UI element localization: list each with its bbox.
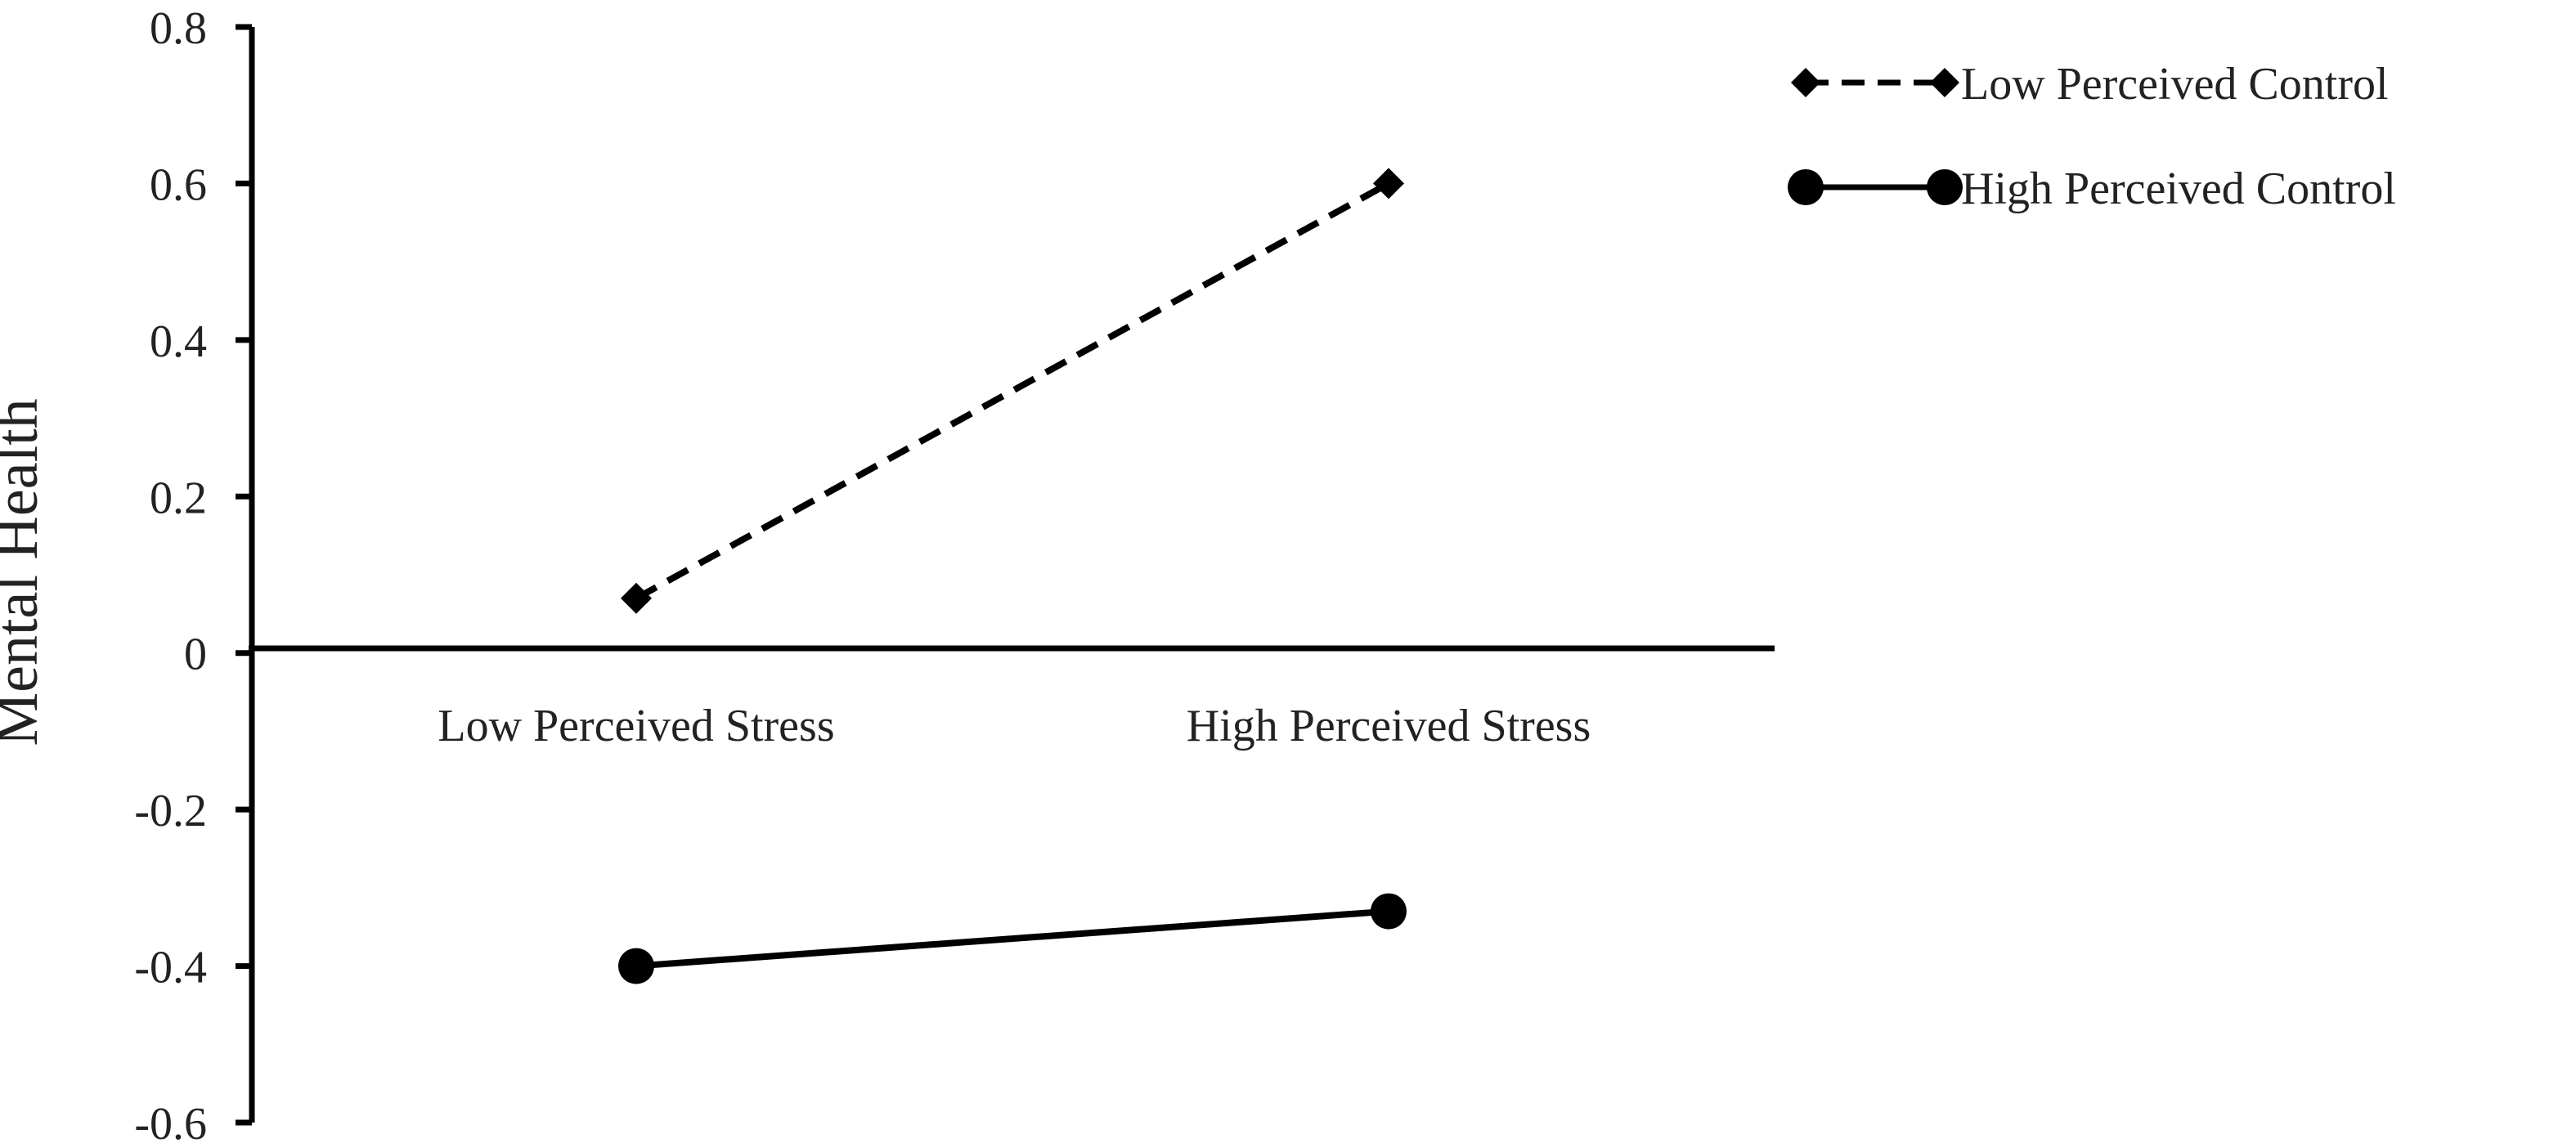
y-tick-label: 0.8: [150, 3, 207, 54]
y-tick-label: 0.4: [150, 316, 207, 367]
legend: Low Perceived Control High Perceived Con…: [1788, 59, 2396, 214]
x-tick-label-low-perceived-stress: Low Perceived Stress: [438, 701, 834, 751]
series-line: [635, 908, 1389, 970]
data-point-circle: [1371, 893, 1407, 930]
legend-label-high-perceived-control: High Perceived Control: [1961, 164, 2396, 214]
series-low-perceived-control: [621, 168, 1404, 614]
legend-label-low-perceived-control: Low Perceived Control: [1961, 59, 2389, 110]
y-tick-label: -0.6: [134, 1099, 207, 1143]
legend-diamond-end-icon: [1930, 68, 1959, 97]
legend-item-low-perceived-control: Low Perceived Control: [1791, 59, 2389, 110]
y-tick-label: 0.2: [150, 473, 207, 523]
legend-item-high-perceived-control: High Perceived Control: [1788, 164, 2396, 214]
y-tick-label: 0.6: [150, 159, 207, 210]
data-point-circle: [618, 948, 654, 984]
y-tick-label: -0.2: [134, 786, 207, 836]
series-line: [635, 180, 1390, 602]
data-point-diamond: [1373, 168, 1404, 199]
data-point-diamond: [621, 582, 652, 614]
legend-diamond-start-icon: [1791, 68, 1820, 97]
legend-circle-end-icon: [1927, 169, 1963, 205]
series-high-perceived-control: [618, 893, 1407, 984]
y-axis-ticks: -0.6 -0.4 -0.2 0 0.2 0.4 0.6 0.8: [134, 3, 252, 1143]
y-axis-label: Mental Health: [0, 398, 51, 746]
y-tick-label: -0.4: [134, 943, 207, 993]
x-tick-label-high-perceived-stress: High Perceived Stress: [1187, 701, 1591, 751]
y-tick-label: 0: [184, 630, 207, 680]
series-layer: [618, 168, 1407, 984]
legend-circle-start-icon: [1788, 169, 1824, 205]
